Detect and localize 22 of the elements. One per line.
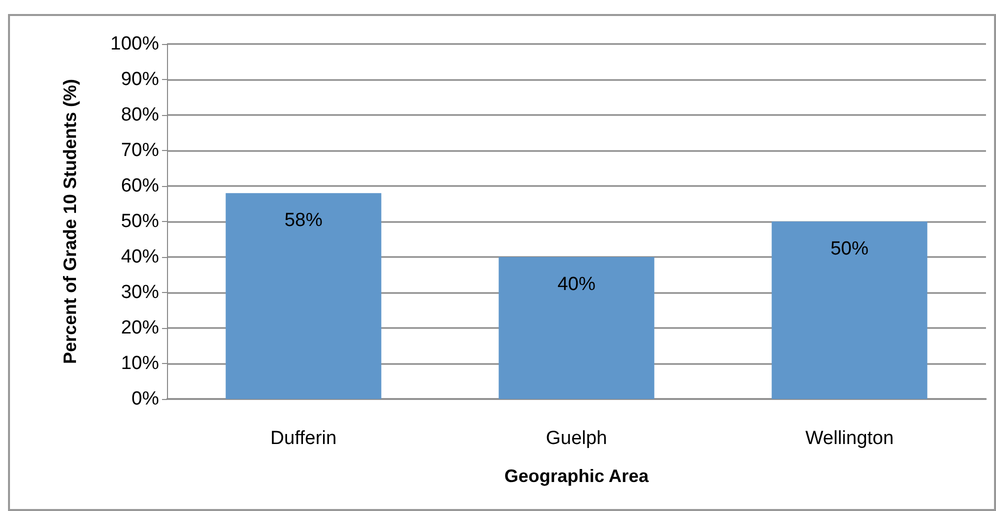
y-tick-label: 40% [120, 246, 160, 268]
y-tick-label: 60% [120, 176, 160, 196]
y-tick-label: 50% [120, 211, 160, 232]
y-tick-label: 100% [110, 34, 160, 54]
bar [498, 257, 654, 399]
y-tick-label: 80% [120, 104, 160, 126]
bar [226, 193, 382, 399]
data-label: 50% [830, 238, 869, 260]
y-tick-label: 30% [120, 282, 160, 303]
bar [772, 222, 928, 399]
data-label: 40% [557, 274, 596, 295]
x-tick-label: Wellington [805, 428, 894, 449]
data-label: 58% [284, 210, 323, 232]
y-tick-label: 20% [120, 318, 160, 338]
y-tick-label: 0% [132, 388, 160, 410]
y-tick-label: 10% [120, 353, 160, 374]
y-tick-label: 90% [120, 69, 160, 90]
x-axis-title: Geographic Area [504, 466, 650, 486]
x-tick-label: Guelph [546, 428, 608, 449]
y-axis-title: Percent of Grade 10 Students (%) [60, 78, 80, 364]
x-tick-label: Dufferin [270, 428, 337, 449]
y-tick-label: 70% [120, 140, 160, 161]
